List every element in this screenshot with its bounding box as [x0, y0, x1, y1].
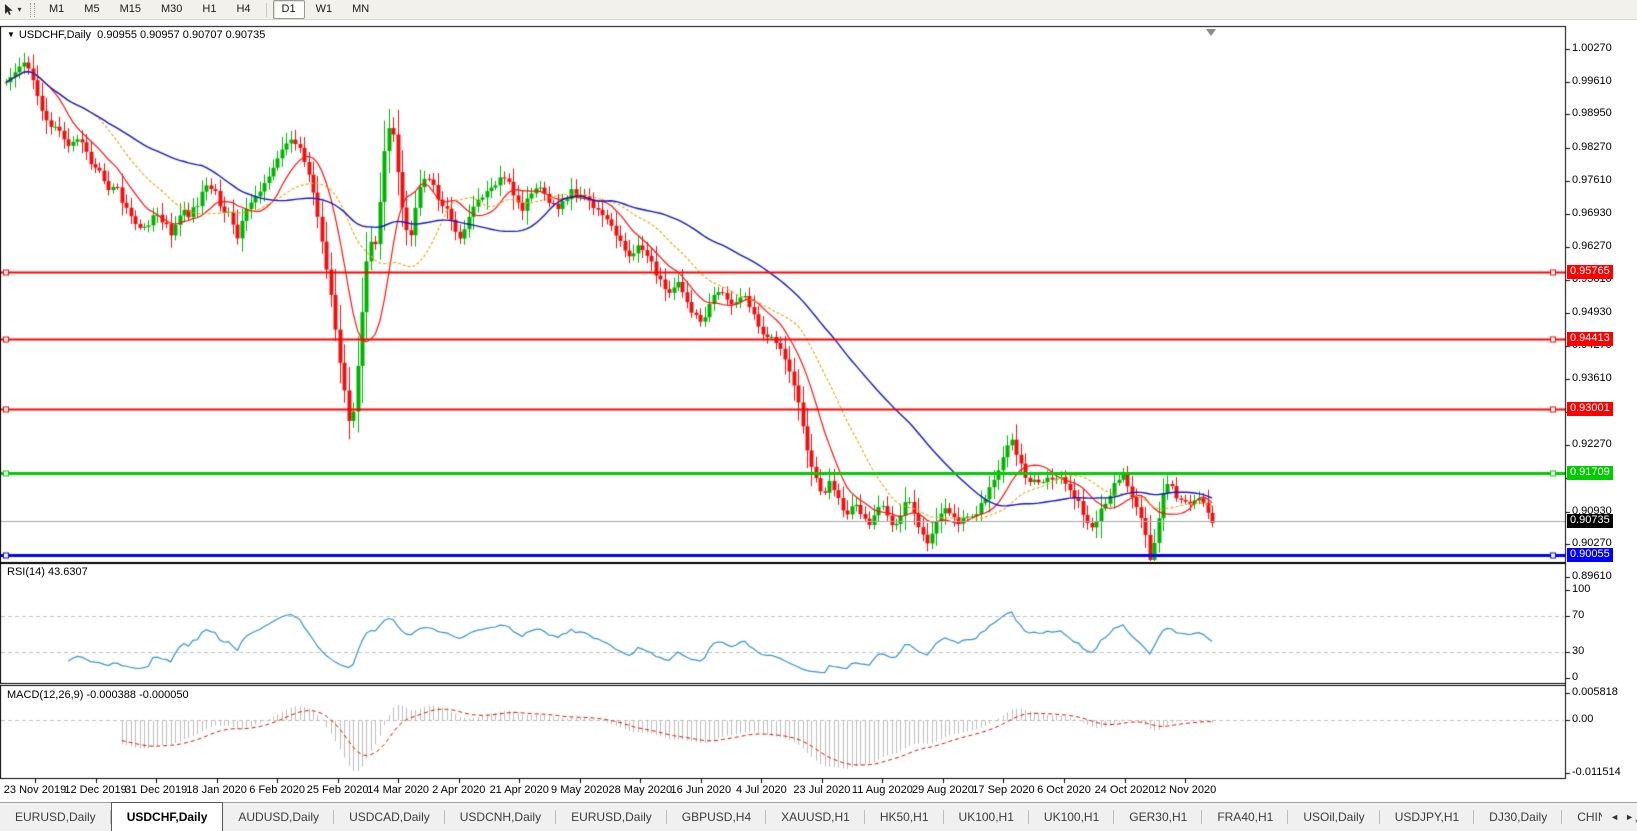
chart-ohlc-values: 0.90955 0.90957 0.90707 0.90735 [97, 29, 266, 41]
price-tick-label: 0.90270 [1572, 537, 1612, 550]
macd-indicator-label: MACD(12,26,9) -0.000388 -0.000050 [7, 689, 189, 701]
chart-tab-usoil-daily[interactable]: USOil,Daily [1288, 803, 1381, 831]
tab-scroll-controls: ◄ ► [1602, 803, 1634, 831]
date-tick-label: 2 Apr 2020 [432, 784, 486, 796]
chart-tab-eurusd-daily[interactable]: EURUSD,Daily [556, 803, 667, 831]
chart-shift-marker-icon[interactable] [1206, 29, 1216, 36]
date-tick-label: 11 Aug 2020 [851, 784, 913, 796]
hline-price-badge: 0.93001 [1567, 402, 1613, 417]
price-tick-label: 0.97610 [1572, 173, 1612, 186]
chart-tab-usdcnh-daily[interactable]: USDCNH,Daily [445, 803, 557, 831]
price-tick-label: 0.98270 [1572, 141, 1612, 154]
date-tick-label: 31 Dec 2019 [124, 784, 188, 796]
chart-tab-uk100-h1[interactable]: UK100,H1 [944, 803, 1030, 831]
rsi-tick-label: 100 [1572, 583, 1591, 595]
price-chart-canvas[interactable] [0, 0, 1637, 802]
price-tick-label: 0.98950 [1572, 107, 1612, 120]
chart-tab-fra40-h1[interactable]: FRA40,H1 [1202, 803, 1289, 831]
price-tick-label: 0.96270 [1572, 240, 1612, 253]
chart-symbol-label: USDCHF,Daily [18, 29, 92, 41]
date-tick-label: 21 Apr 2020 [489, 784, 549, 796]
chart-tab-hk50-h1[interactable]: HK50,H1 [865, 803, 944, 831]
price-tick-label: 0.90930 [1572, 504, 1612, 517]
date-tick-label: 12 Nov 2020 [1153, 784, 1217, 796]
chart-tab-uk100-h1[interactable]: UK100,H1 [1029, 803, 1115, 831]
tab-scroll-left-icon[interactable]: ◄ [1610, 812, 1620, 822]
price-tick-label: 0.92270 [1572, 438, 1612, 451]
date-tick-label: 24 Oct 2020 [1094, 784, 1155, 796]
macd-tick-label: 0.005818 [1572, 686, 1618, 699]
chart-tab-ger30-h1[interactable]: GER30,H1 [1114, 803, 1203, 831]
price-tick-label: 0.93610 [1572, 371, 1612, 384]
chart-title: ▼ USDCHF,Daily 0.90955 0.90957 0.90707 0.… [7, 29, 265, 41]
chart-tab-usdjpy-h1[interactable]: USDJPY,H1 [1380, 803, 1475, 831]
chart-area[interactable]: ▼ USDCHF,Daily 0.90955 0.90957 0.90707 0.… [0, 0, 1637, 802]
price-tick-label: 0.96930 [1572, 207, 1612, 220]
date-tick-label: 9 May 2020 [551, 784, 609, 796]
date-tick-label: 14 Mar 2020 [367, 784, 430, 796]
price-tick-label: 1.00270 [1572, 42, 1612, 54]
date-tick-label: 23 Nov 2019 [3, 784, 67, 796]
date-tick-label: 18 Jan 2020 [186, 784, 247, 796]
date-tick-label: 29 Aug 2020 [912, 784, 974, 796]
chart-tab-dj30-daily[interactable]: DJ30,Daily [1474, 803, 1563, 831]
current-price-badge: 0.90735 [1567, 514, 1613, 529]
chart-tabs: EURUSD,Daily USDCHF,Daily AUDUSD,Daily USDC… [0, 802, 1637, 831]
hline-price-badge: 0.95765 [1567, 265, 1613, 280]
price-tick-label: 0.99610 [1572, 74, 1612, 87]
date-tick-label: 4 Jul 2020 [735, 784, 787, 796]
date-tick-label: 23 Jul 2020 [793, 784, 851, 796]
date-tick-label: 6 Feb 2020 [249, 784, 305, 796]
chart-tab-bar: EURUSD,Daily USDCHF,Daily AUDUSD,Daily USDC… [0, 802, 1637, 831]
rsi-tick-label: 0 [1572, 671, 1579, 683]
rsi-tick-label: 30 [1572, 644, 1585, 657]
date-tick-label: 28 May 2020 [608, 784, 673, 796]
chart-tab-gbpusd-h4[interactable]: GBPUSD,H4 [667, 803, 767, 831]
chart-tab-xauusd-h1[interactable]: XAUUSD,H1 [766, 803, 865, 831]
chart-tab-usdchf-daily[interactable]: USDCHF,Daily [110, 802, 224, 831]
date-tick-label: 12 Dec 2019 [64, 784, 127, 796]
date-tick-label: 6 Oct 2020 [1037, 784, 1091, 796]
date-tick-label: 25 Feb 2020 [306, 784, 369, 796]
tab-scroll-right-icon[interactable]: ► [1625, 812, 1634, 822]
collapse-triangle-icon[interactable]: ▼ [7, 30, 15, 39]
chart-tab-eurusd-daily[interactable]: EURUSD,Daily [0, 803, 111, 831]
date-tick-label: 16 Jun 2020 [670, 784, 732, 796]
hline-price-badge: 0.91709 [1567, 466, 1613, 481]
rsi-tick-label: 70 [1572, 609, 1585, 622]
macd-tick-label: -0.011514 [1572, 766, 1621, 779]
rsi-indicator-label: RSI(14) 43.6307 [7, 566, 88, 578]
price-tick-label: 0.94930 [1572, 306, 1612, 319]
hline-price-badge: 0.90055 [1567, 547, 1613, 562]
macd-tick-label: 0.00 [1572, 713, 1594, 725]
chart-tab-audusd-daily[interactable]: AUDUSD,Daily [223, 803, 334, 831]
date-tick-label: 17 Sep 2020 [972, 784, 1035, 796]
hline-price-badge: 0.94413 [1567, 332, 1613, 347]
price-tick-label: 0.89610 [1572, 569, 1612, 582]
chart-tab-usdcad-daily[interactable]: USDCAD,Daily [334, 803, 445, 831]
